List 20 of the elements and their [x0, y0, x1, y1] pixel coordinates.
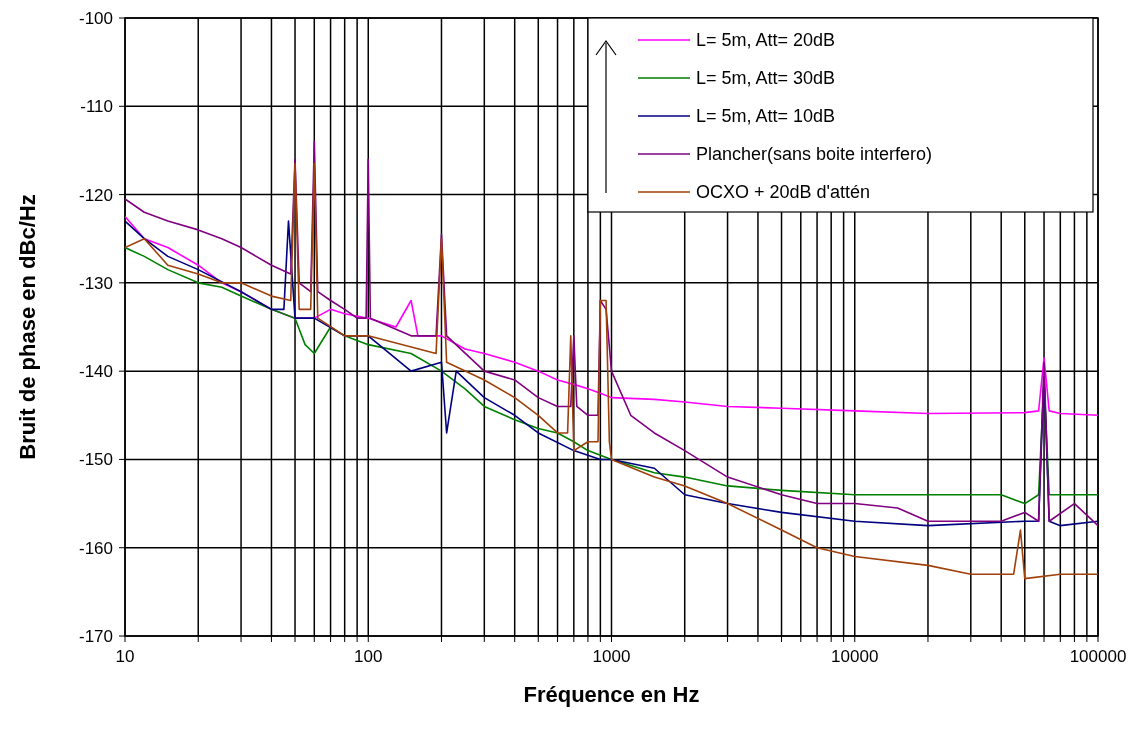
x-tick-label: 10: [115, 647, 135, 666]
y-tick-label: -100: [78, 8, 113, 28]
y-tick-label: -150: [78, 450, 113, 470]
x-tick-label: 1000: [592, 647, 631, 666]
y-tick-label: -130: [78, 273, 113, 293]
y-tick-label: -120: [78, 185, 113, 205]
y-axis-title: Bruit de phase en dBc/Hz: [15, 194, 40, 460]
legend-label: L= 5m, Att= 10dB: [696, 106, 836, 127]
x-tick-label: 100000: [1069, 647, 1127, 666]
legend-label: Plancher(sans boite interfero): [696, 144, 933, 165]
legend-label: L= 5m, Att= 30dB: [696, 68, 836, 89]
x-tick-label: 100: [354, 647, 383, 666]
y-tick-label: -170: [78, 626, 113, 646]
y-tick-label: -160: [78, 538, 113, 558]
y-tick-label: -140: [78, 362, 113, 382]
x-axis-title: Fréquence en Hz: [523, 682, 700, 707]
legend-label: OCXO + 20dB d'attén: [696, 182, 871, 203]
legend-label: L= 5m, Att= 20dB: [696, 30, 836, 51]
x-tick-label: 10000: [831, 647, 879, 666]
y-tick-label: -110: [80, 97, 113, 117]
